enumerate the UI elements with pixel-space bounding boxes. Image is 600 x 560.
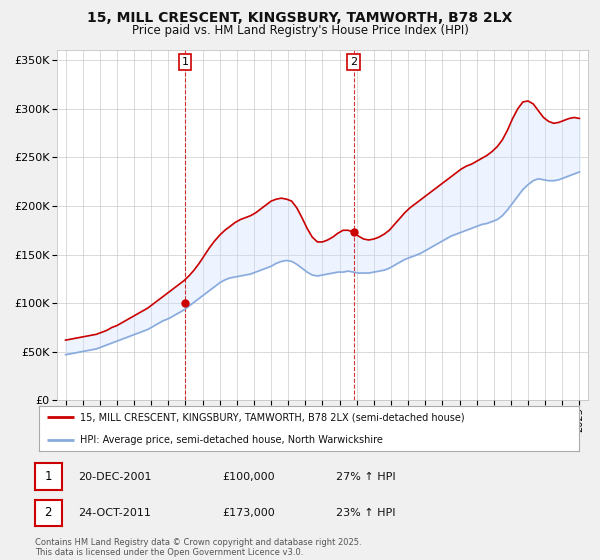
Text: HPI: Average price, semi-detached house, North Warwickshire: HPI: Average price, semi-detached house,… [79, 435, 382, 445]
Text: Contains HM Land Registry data © Crown copyright and database right 2025.
This d: Contains HM Land Registry data © Crown c… [35, 538, 361, 557]
Text: 15, MILL CRESCENT, KINGSBURY, TAMWORTH, B78 2LX: 15, MILL CRESCENT, KINGSBURY, TAMWORTH, … [88, 11, 512, 25]
Text: 20-DEC-2001: 20-DEC-2001 [78, 472, 151, 482]
Text: 27% ↑ HPI: 27% ↑ HPI [336, 472, 395, 482]
Text: 24-OCT-2011: 24-OCT-2011 [78, 508, 151, 518]
Text: Price paid vs. HM Land Registry's House Price Index (HPI): Price paid vs. HM Land Registry's House … [131, 24, 469, 36]
Text: 23% ↑ HPI: 23% ↑ HPI [336, 508, 395, 518]
Text: 2: 2 [44, 506, 52, 520]
Text: 1: 1 [44, 470, 52, 483]
Text: 15, MILL CRESCENT, KINGSBURY, TAMWORTH, B78 2LX (semi-detached house): 15, MILL CRESCENT, KINGSBURY, TAMWORTH, … [79, 412, 464, 422]
Text: £173,000: £173,000 [222, 508, 275, 518]
Text: 2: 2 [350, 57, 357, 67]
Text: £100,000: £100,000 [222, 472, 275, 482]
Text: 1: 1 [181, 57, 188, 67]
